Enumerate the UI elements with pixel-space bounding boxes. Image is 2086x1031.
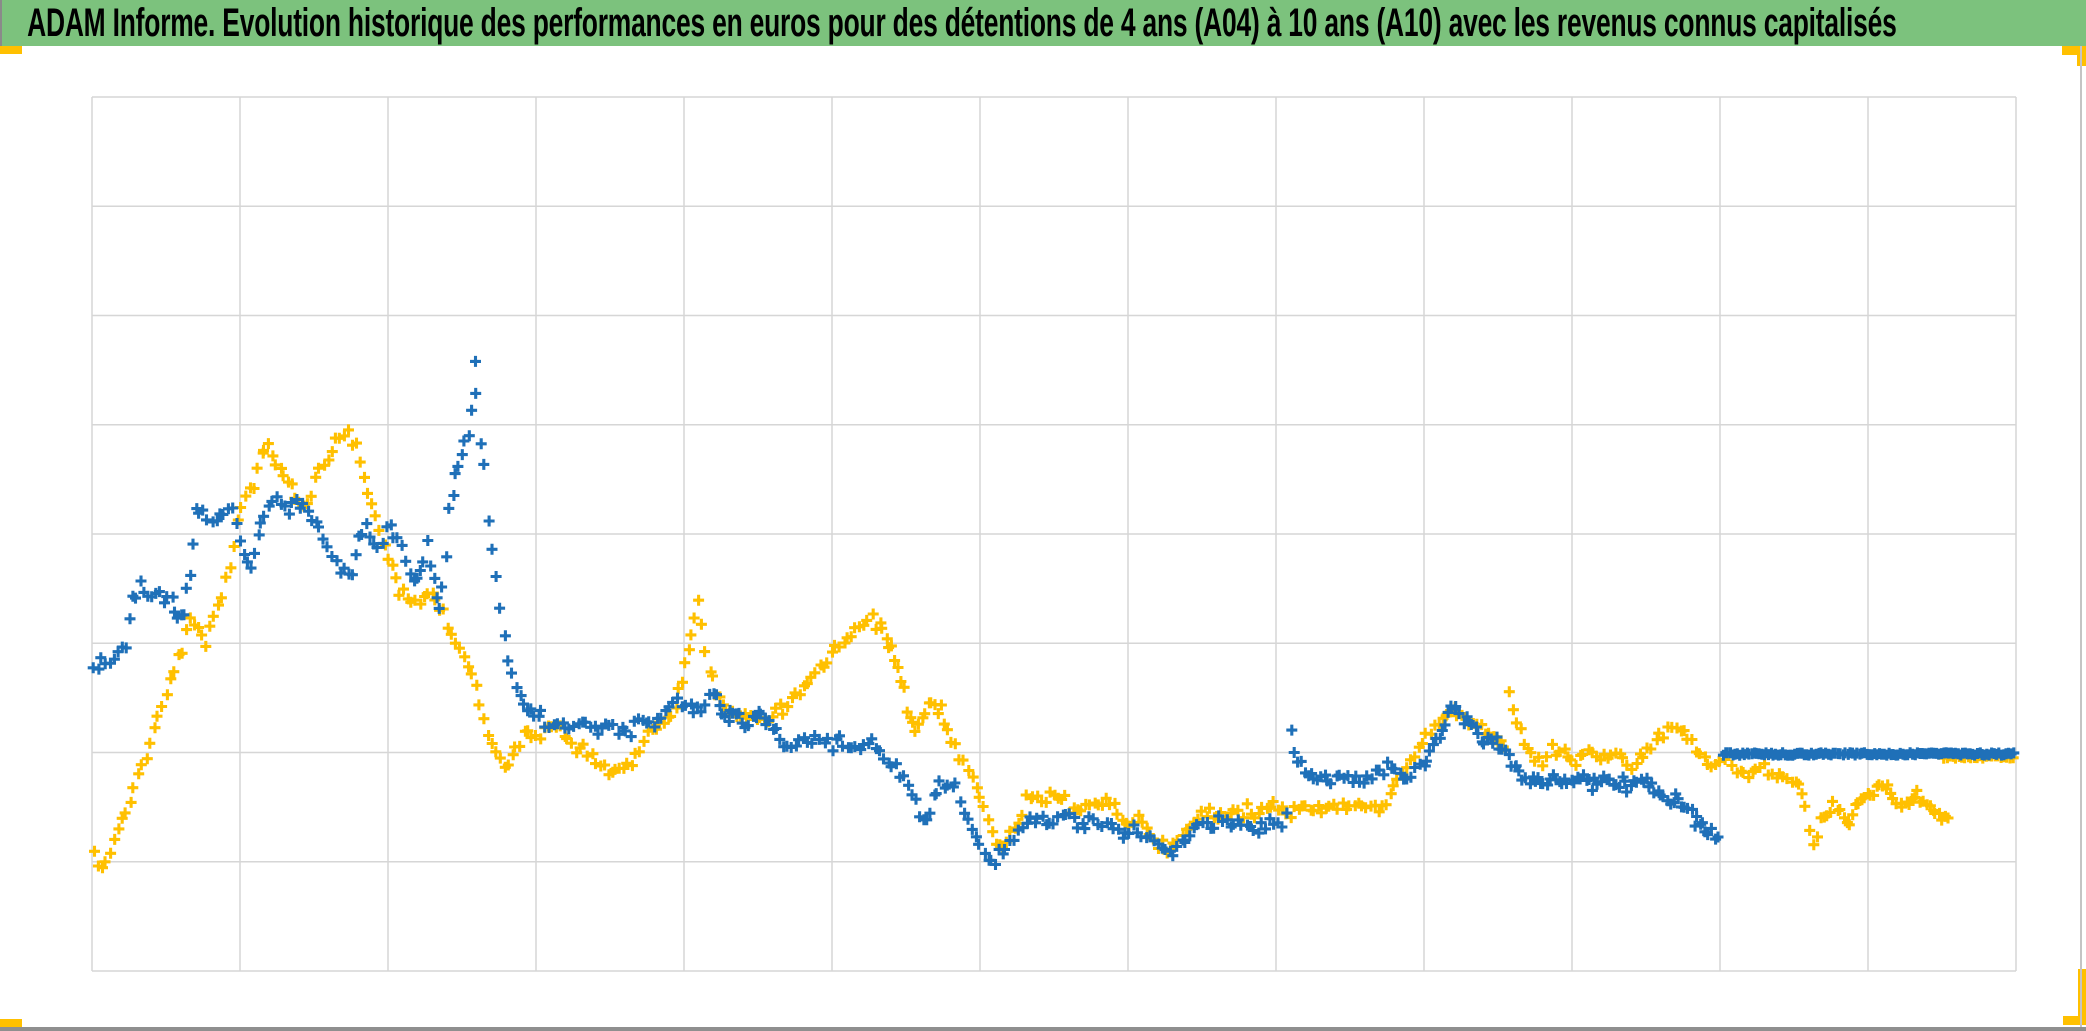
- chart-title-bar: ADAM Informe. Evolution historique des p…: [0, 0, 2086, 46]
- gridlines: [91, 96, 2017, 972]
- series-blue-flat-markers: [1717, 747, 2020, 761]
- window-bottom-border: [0, 1027, 2086, 1031]
- accent-corner-bottom-left: [0, 1019, 22, 1027]
- accent-corner-bottom-right-v: [2078, 969, 2086, 1019]
- chart-title: ADAM Informe. Evolution historique des p…: [27, 1, 1897, 45]
- window-right-border: [2080, 46, 2082, 1027]
- accent-corner-bottom-right-h: [2063, 1016, 2086, 1025]
- series-blue-markers: [87, 355, 1724, 870]
- accent-corner-top-left: [0, 46, 22, 54]
- accent-corner-top-right-h: [2062, 46, 2086, 55]
